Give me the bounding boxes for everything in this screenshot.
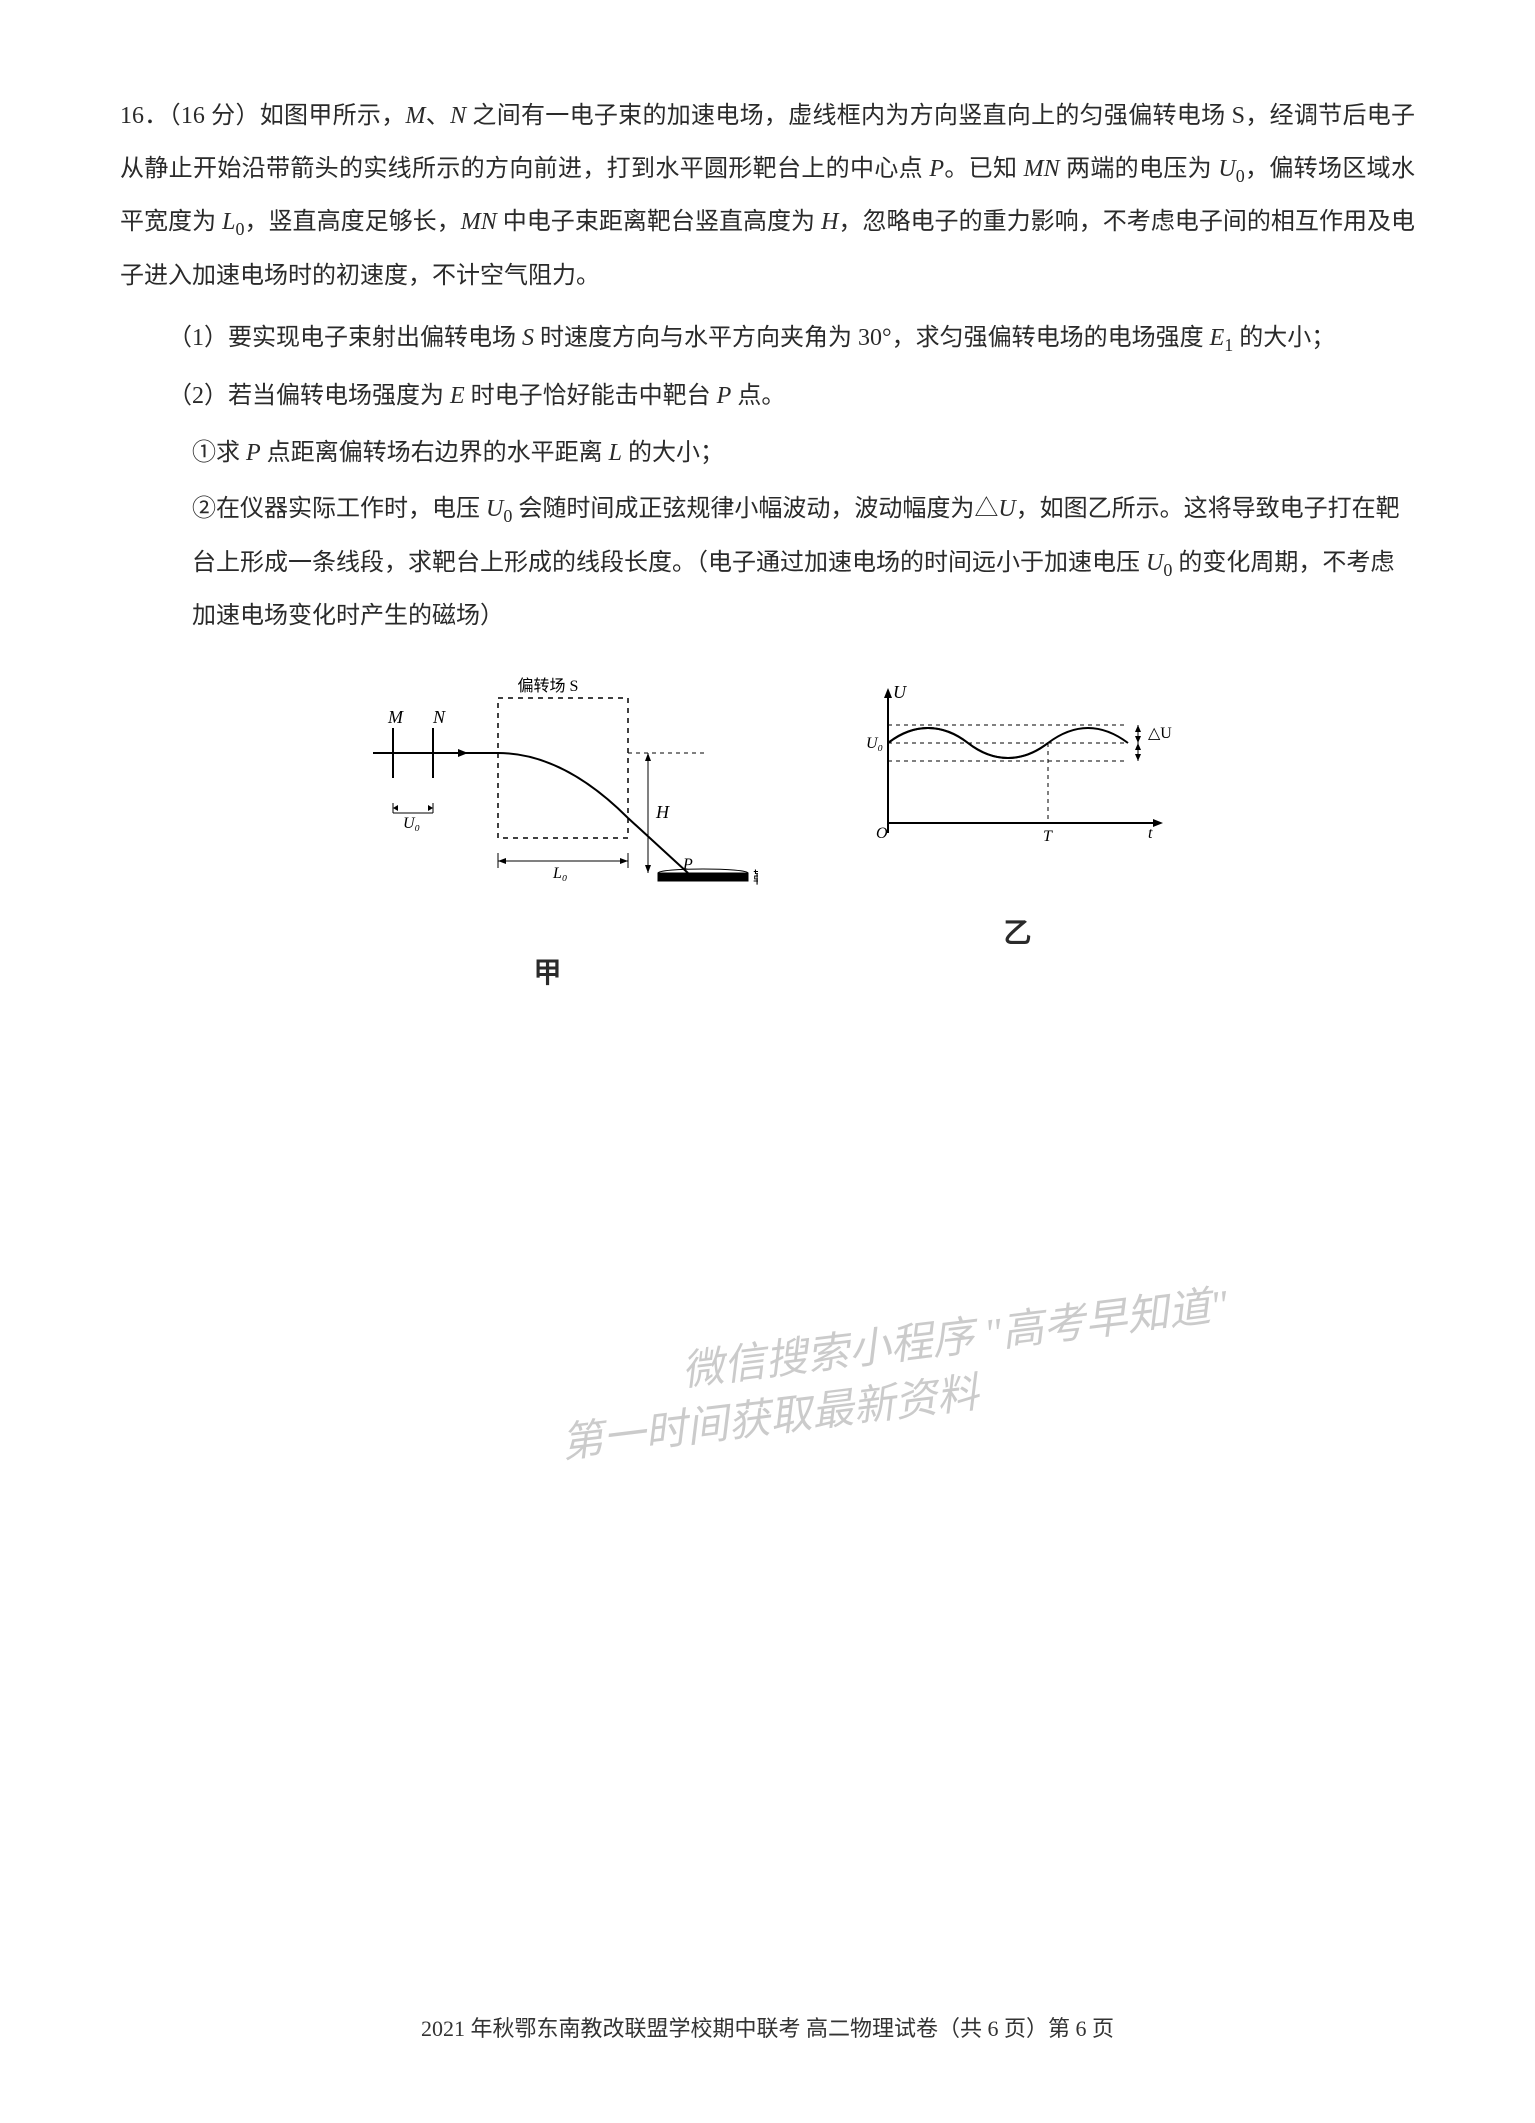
label-dU: △U — [1148, 725, 1172, 742]
sub2b-text-2: 会随时间成正弦规律小幅波动，波动幅度为△ — [512, 496, 998, 522]
axis-y-label: U — [893, 682, 907, 702]
diagram-b-container: U O U₀ △U T — [838, 673, 1198, 1004]
sub2a-var-L: L — [609, 440, 622, 466]
watermark-line-1: 微信搜索小程序 "高考早知道" — [676, 1260, 1233, 1419]
sub2-var-E: E — [450, 383, 465, 409]
sub-question-2: （2）若当偏转电场强度为 E 时电子恰好能击中靶台 P 点。 — [120, 370, 1415, 423]
text-8: 中电子束距离靶台竖直高度为 — [497, 209, 821, 235]
var-M: M — [406, 103, 426, 129]
sub-question-2a: ①求 P 点距离偏转场右边界的水平距离 L 的大小； — [120, 427, 1415, 480]
page-footer: 2021 年秋鄂东南教改联盟学校期中联考 高二物理试卷（共 6 页）第 6 页 — [0, 2011, 1535, 2043]
sub2b-text-1: 在仪器实际工作时，电压 — [216, 496, 486, 522]
sub1-text-3: 的大小； — [1233, 325, 1335, 351]
watermark-line-2: 第一时间获取最新资料 — [556, 1348, 984, 1491]
var-MN: MN — [1024, 156, 1060, 182]
sub2a-text-2: 点距离偏转场右边界的水平距离 — [261, 440, 609, 466]
sub2a-var-P: P — [246, 440, 261, 466]
sub2b-var-U02: U — [1146, 550, 1163, 576]
sub2a-text-3: 的大小； — [622, 440, 724, 466]
sub2-text-1: 若当偏转电场强度为 — [228, 383, 450, 409]
sub1-label: （1） — [168, 325, 228, 351]
sub1-var-E1-sub: 1 — [1224, 335, 1233, 355]
var-U0-sub: 0 — [1236, 166, 1245, 186]
sub1-text-1: 要实现电子束射出偏转电场 — [228, 325, 522, 351]
x-axis-arrow-icon — [1153, 819, 1163, 827]
var-L0: L — [222, 209, 235, 235]
label-M: M — [387, 707, 404, 727]
axis-O-label: O — [876, 825, 888, 842]
sub2b-var-U0-sub: 0 — [503, 506, 512, 526]
text-5: 两端的电压为 — [1060, 156, 1219, 182]
diagram-row: 偏转场 S M N U₀ — [120, 673, 1415, 1004]
sub2b-var-dU: U — [998, 496, 1015, 522]
sub1-var-S: S — [522, 325, 534, 351]
diagram-a-container: 偏转场 S M N U₀ — [338, 673, 758, 1004]
label-N: N — [432, 707, 446, 727]
label-T: T — [1043, 828, 1053, 845]
exit-line — [628, 818, 688, 873]
deflection-box — [498, 698, 628, 838]
question-number: 16． — [120, 103, 169, 129]
var-MN2: MN — [461, 209, 497, 235]
diagram-b-caption: 乙 — [838, 903, 1198, 965]
diagram-a-title: 偏转场 S — [517, 677, 578, 695]
sub2-var-P: P — [717, 383, 732, 409]
sub2-text-2: 时电子恰好能击中靶台 — [465, 383, 717, 409]
sub2-text-3: 点。 — [731, 383, 785, 409]
sub2b-var-U02-sub: 0 — [1163, 560, 1172, 580]
svg-text:t: t — [1148, 825, 1153, 842]
var-N: N — [450, 103, 466, 129]
var-H: H — [821, 209, 838, 235]
var-P: P — [929, 156, 944, 182]
question-points: （16 分） — [169, 103, 260, 129]
arrow-icon — [458, 749, 468, 757]
label-U0b: U₀ — [866, 735, 883, 752]
question-container: 16．（16 分）如图甲所示，M、N 之间有一电子束的加速电场，虚线框内为方向竖… — [120, 90, 1415, 1004]
var-U0: U — [1218, 156, 1235, 182]
sub-question-2b: ②在仪器实际工作时，电压 U0 会随时间成正弦规律小幅波动，波动幅度为△U，如图… — [120, 483, 1415, 643]
question-main-text: 16．（16 分）如图甲所示，M、N 之间有一电子束的加速电场，虚线框内为方向竖… — [120, 90, 1415, 302]
diagram-a-caption: 甲 — [338, 943, 758, 1005]
curve-in-field — [498, 753, 628, 818]
diagram-a-svg: 偏转场 S M N U₀ — [338, 673, 758, 913]
diagram-b-svg: U O U₀ △U T — [838, 673, 1198, 873]
sub2a-text-1: 求 — [216, 440, 246, 466]
label-target: 靶 — [753, 869, 758, 887]
text-7: ，竖直高度足够长， — [244, 209, 460, 235]
label-L0: L₀ — [552, 865, 567, 882]
text-2: 、 — [426, 103, 451, 129]
sub-question-1: （1）要实现电子束射出偏转电场 S 时速度方向与水平方向夹角为 30°，求匀强偏… — [120, 312, 1415, 365]
label-P: P — [682, 856, 693, 873]
text-4: 。已知 — [944, 156, 1024, 182]
y-axis-arrow-icon — [884, 688, 892, 698]
sub2b-label: ② — [192, 496, 216, 522]
sub1-var-E1: E — [1210, 325, 1225, 351]
sub2-label: （2） — [168, 383, 228, 409]
label-U0: U₀ — [403, 815, 420, 832]
text-1: 如图甲所示， — [260, 103, 406, 129]
sub2b-var-U0: U — [486, 496, 503, 522]
label-H: H — [655, 802, 670, 822]
sub2a-label: ① — [192, 440, 216, 466]
sub1-text-2: 时速度方向与水平方向夹角为 30°，求匀强偏转电场的电场强度 — [534, 325, 1210, 351]
